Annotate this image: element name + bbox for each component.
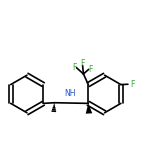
Polygon shape xyxy=(86,103,92,114)
Text: F: F xyxy=(130,80,134,89)
Text: F: F xyxy=(72,63,76,72)
Text: NH: NH xyxy=(64,89,75,98)
Text: F: F xyxy=(88,65,93,74)
Text: F: F xyxy=(81,59,85,68)
